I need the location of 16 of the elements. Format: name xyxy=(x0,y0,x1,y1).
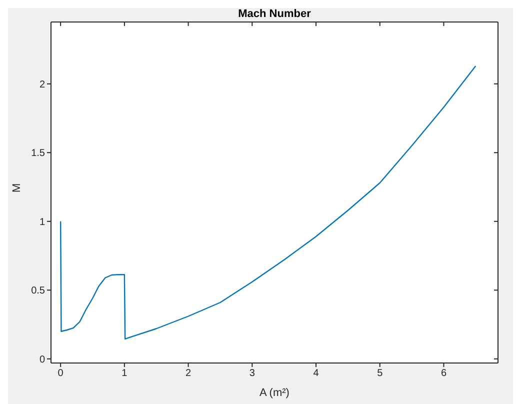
y-axis-title: M xyxy=(10,183,23,192)
y-tick-label: 0.5 xyxy=(31,286,46,297)
y-tick-label: 1 xyxy=(39,216,46,228)
x-tick-label: 3 xyxy=(249,368,256,380)
x-tick-label: 0 xyxy=(58,368,64,380)
y-tick-label: 1.5 xyxy=(31,148,46,160)
x-tick-label: 1 xyxy=(122,368,128,380)
x-tick-label: 6 xyxy=(440,368,447,380)
x-tick-label: 2 xyxy=(186,368,192,380)
line-series xyxy=(60,65,476,340)
x-tick-label: 4 xyxy=(313,368,320,380)
y-tick-label: 0 xyxy=(39,354,46,366)
chart-title: Mach Number xyxy=(237,8,312,20)
y-tick-label: 2 xyxy=(39,79,46,90)
x-tick-label: 5 xyxy=(377,368,384,380)
x-axis-title: A (m²) xyxy=(260,387,290,399)
